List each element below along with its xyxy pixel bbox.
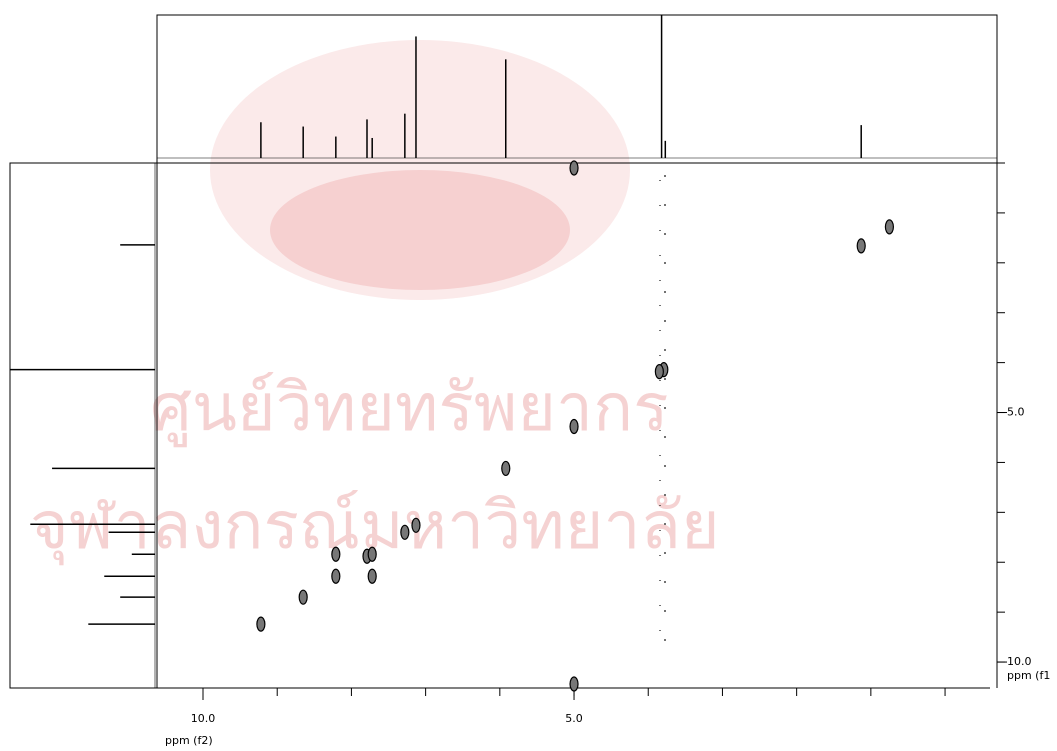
cross-peak (367, 546, 377, 562)
cross-peak (331, 568, 341, 584)
cross-peak (298, 589, 308, 605)
x-tick-label: 5.0 (565, 712, 583, 725)
y-axis-label: ppm (f1 (1007, 669, 1050, 682)
cross-peak (856, 238, 866, 254)
y-tick-label: 5.0 (1007, 406, 1025, 419)
watermark-text: ศูนย์วิทยทรัพยากร (150, 369, 669, 448)
cross-peak (367, 568, 377, 584)
cross-peak (411, 517, 421, 533)
cross-peak (256, 616, 266, 632)
x-tick-label: 10.0 (191, 712, 216, 725)
cross-peak (569, 676, 579, 692)
cross-peak (884, 219, 895, 235)
left-panel (9, 162, 158, 689)
cross-peak (569, 160, 579, 176)
x-axis-label: ppm (f2) (165, 734, 213, 747)
cross-peak (501, 460, 511, 477)
cross-peak (654, 364, 664, 380)
cross-peak (331, 546, 341, 562)
watermark-emblem (270, 170, 570, 290)
y-tick-label: 10.0 (1007, 655, 1032, 668)
cross-peak (569, 418, 579, 435)
cross-peak (400, 524, 410, 540)
